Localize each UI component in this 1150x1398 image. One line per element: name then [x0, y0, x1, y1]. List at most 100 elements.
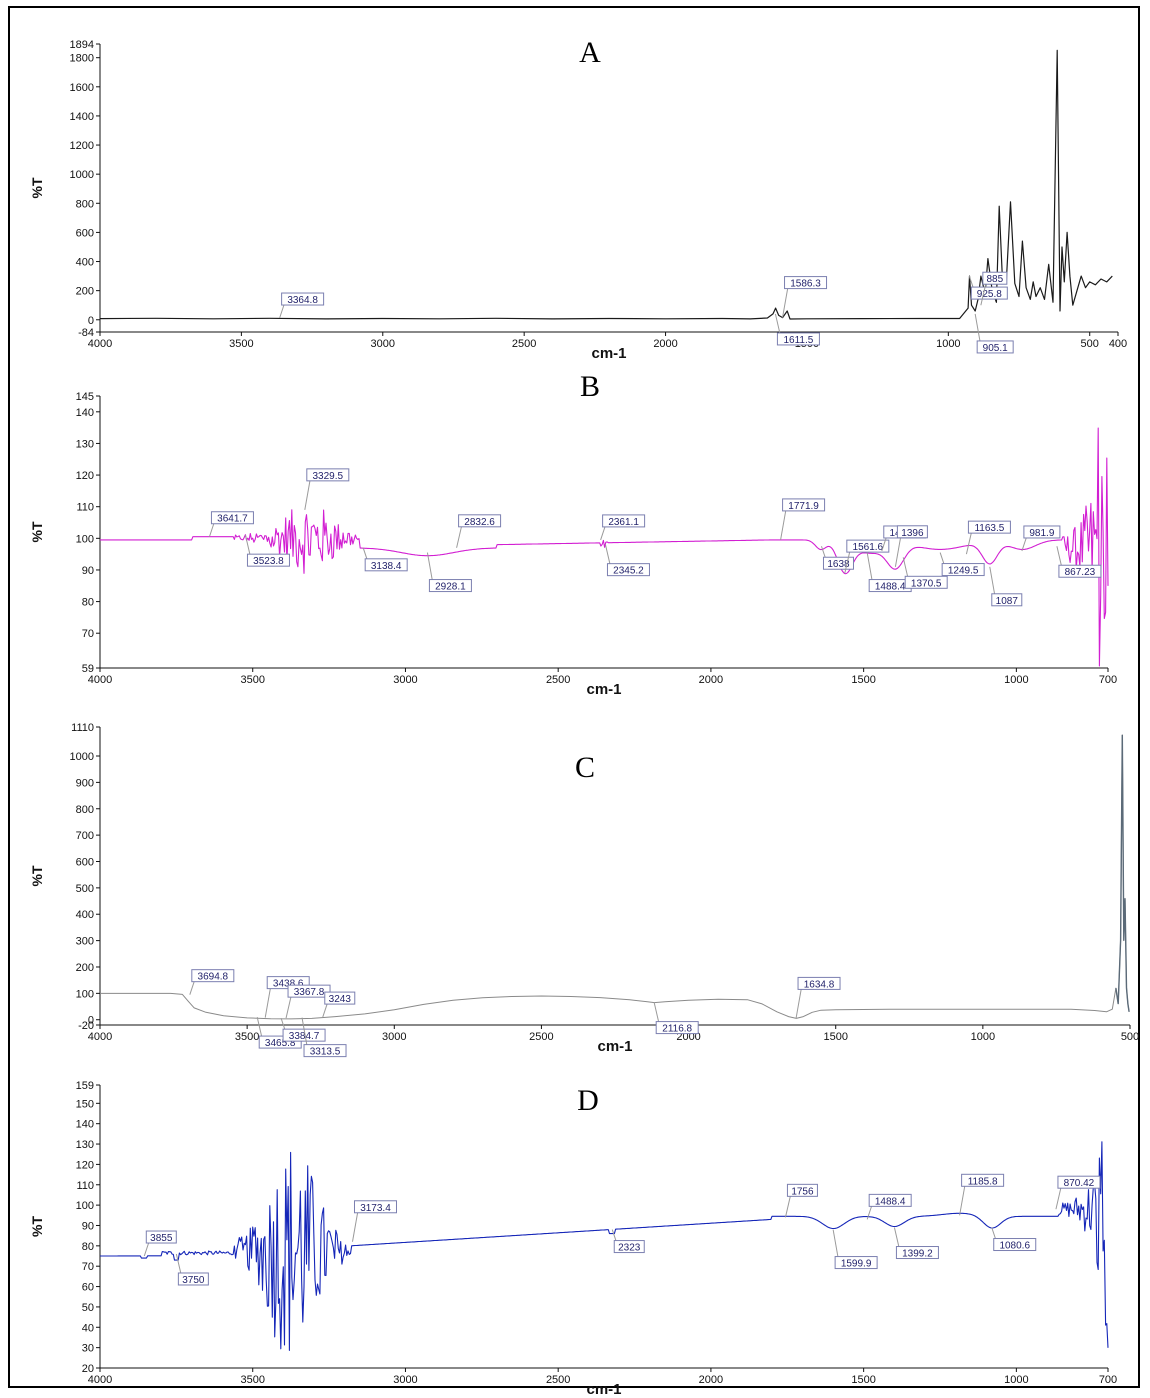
panel-d-peak-value: 3173.4 — [360, 1203, 391, 1214]
panel-d-peak-value: 1185.8 — [968, 1176, 998, 1187]
panel-a-peak-box — [982, 271, 1008, 285]
panel-c-y-tick-label: 700 — [76, 830, 94, 842]
panel-d-x-tick-label: 1500 — [851, 1374, 875, 1386]
panel-d-peak-value: 1599.9 — [841, 1259, 872, 1270]
panel-d-peak-box — [993, 1238, 1037, 1252]
panel-b-peak-value: 981.9 — [1029, 528, 1054, 539]
panel-b-peak-box — [896, 525, 928, 539]
panel-a-x-tick-label: 3000 — [371, 338, 395, 350]
figure-frame — [8, 6, 1140, 1388]
panel-d-peak-box — [834, 1256, 878, 1270]
panel-c-peak-box — [797, 976, 841, 990]
panel-d-peak-leader — [959, 1181, 967, 1216]
panel-b-peak-value: 1771.9 — [788, 501, 819, 512]
panel-b-peak-value: 2361.1 — [608, 517, 639, 528]
panel-d-y-tick-label: 40 — [82, 1322, 94, 1334]
panel-d-peak-box — [895, 1246, 939, 1260]
panel-a-y-tick-label: 0 — [88, 315, 94, 327]
panel-d-peak-label: 1599.9 — [832, 1229, 878, 1270]
panel-a-y-tick-label: 1400 — [70, 111, 94, 123]
panel-d-peak-value: 3750 — [182, 1275, 205, 1286]
panel-c-peak-value: 3367.8 — [294, 987, 325, 998]
panel-b-peak-value: 2928.1 — [435, 582, 466, 593]
panel-d-peak-value: 870.42 — [1064, 1178, 1095, 1189]
panel-b-peak-label: 1249.5 — [939, 552, 985, 577]
panel-d-peak-box — [145, 1230, 177, 1244]
panel-a-x-tick-label: 1000 — [936, 338, 960, 350]
panel-b-peak-label: 3641.7 — [208, 511, 254, 537]
panel-b-x-tick-label: 2500 — [546, 674, 570, 686]
panel-b-peak-label: 3138.4 — [362, 547, 408, 572]
panel-a-peak-label: 905.1 — [974, 313, 1014, 354]
panel-c-peak-value: 3694.8 — [198, 972, 229, 983]
panel-b-peak-value: 1087 — [996, 596, 1019, 607]
panel-a-spectrum-line — [99, 49, 1113, 320]
panel-d-peak-value: 1080.6 — [999, 1241, 1030, 1252]
panel-a-peak-label: 1611.5 — [774, 313, 820, 346]
chart-panel-c: 111010009008007006005004003002001000-204… — [29, 722, 1139, 1058]
panel-a-x-tick-label: 400 — [1109, 338, 1127, 350]
panel-b-peak-box — [602, 514, 646, 528]
panel-b-peak-value: 3641.7 — [217, 514, 248, 525]
panel-d-x-tick-label: 2000 — [699, 1374, 723, 1386]
panel-a-peak-label: 925.8 — [968, 275, 1008, 300]
panel-c-y-tick-label: 0 — [88, 1015, 94, 1027]
panel-a-letter: A — [579, 36, 601, 69]
panel-c-peak-label: 3465.8 — [256, 1016, 302, 1049]
panel-c-peak-label: 2116.8 — [653, 1002, 699, 1035]
panel-a-x-tick-label: 500 — [1081, 338, 1099, 350]
panel-a-y-tick-label: 600 — [76, 227, 94, 239]
panel-b-y-tick-label: 80 — [82, 597, 94, 609]
panel-a-peak-value: 3364.8 — [287, 295, 318, 306]
panel-d-peak-box — [1057, 1175, 1101, 1189]
panel-c-y-tick-label: 1000 — [70, 751, 94, 763]
panel-b-peak-label: 3329.5 — [304, 468, 350, 510]
panel-d-peak-box — [177, 1272, 209, 1286]
panel-d-x-axis-label: cm-1 — [586, 1381, 621, 1398]
panel-c-peak-label: 1634.8 — [795, 976, 841, 1019]
panel-b-peak-box — [782, 498, 826, 512]
panel-b-peak-value: 1396 — [901, 528, 924, 539]
panel-a-peak-box — [784, 276, 828, 290]
panel-d-peak-label: 3855 — [143, 1230, 177, 1257]
panel-b-peak-label: 3523.8 — [244, 535, 290, 567]
panel-b-peak-value: 1638 — [827, 559, 850, 570]
panel-d-y-axis-label: %T — [29, 1216, 45, 1237]
panel-a-y-tick-label: 1800 — [70, 53, 94, 65]
panel-b-peak-leader — [304, 475, 312, 510]
panel-a-peak-leader — [782, 283, 790, 318]
panel-d-peak-value: 1399.2 — [902, 1249, 933, 1260]
panel-a-y-tick-label: -84 — [78, 327, 94, 339]
panel-a-peak-value: 1611.5 — [783, 335, 813, 346]
panel-b-peak-leader — [780, 505, 788, 540]
panel-b-x-tick-label: 1500 — [851, 674, 875, 686]
panel-d-peak-label: 2323 — [611, 1229, 645, 1254]
panel-b-y-tick-label: 145 — [76, 391, 94, 403]
panel-d-x-tick-label: 700 — [1099, 1374, 1117, 1386]
panel-d-x-tick-label: 4000 — [88, 1374, 112, 1386]
panel-c-peak-label: 3694.8 — [189, 969, 235, 995]
panel-b-x-tick-label: 2000 — [699, 674, 723, 686]
panel-d-x-tick-label: 3500 — [240, 1374, 264, 1386]
panel-a-y-tick-label: 400 — [76, 257, 94, 269]
panel-a-peak-label: 885 — [980, 271, 1008, 306]
panel-d-y-tick-label: 50 — [82, 1302, 94, 1314]
panel-c-peak-label: 3243 — [322, 991, 356, 1018]
panel-b-peak-box — [941, 563, 985, 577]
panel-a-x-tick-label: 2500 — [512, 338, 536, 350]
panel-b-peak-value: 3138.4 — [371, 561, 402, 572]
panel-c-y-tick-label: -20 — [78, 1020, 94, 1032]
panel-d-y-tick-label: 130 — [76, 1139, 94, 1151]
panel-d-y-tick-label: 70 — [82, 1261, 94, 1273]
panel-a-x-axis-label: cm-1 — [591, 345, 626, 362]
panel-b-peak-value: 3329.5 — [313, 471, 344, 482]
panel-d-y-tick-label: 120 — [76, 1159, 94, 1171]
panel-d-peak-box — [613, 1240, 645, 1254]
panel-d-y-tick-label: 80 — [82, 1241, 94, 1253]
panel-b-y-tick-label: 130 — [76, 438, 94, 450]
panel-d-peak-label: 1488.4 — [866, 1193, 912, 1220]
panel-d-peak-label: 3750 — [175, 1253, 209, 1286]
panel-c-peak-leader — [264, 983, 272, 1018]
panel-d-x-tick-label: 2500 — [546, 1374, 570, 1386]
